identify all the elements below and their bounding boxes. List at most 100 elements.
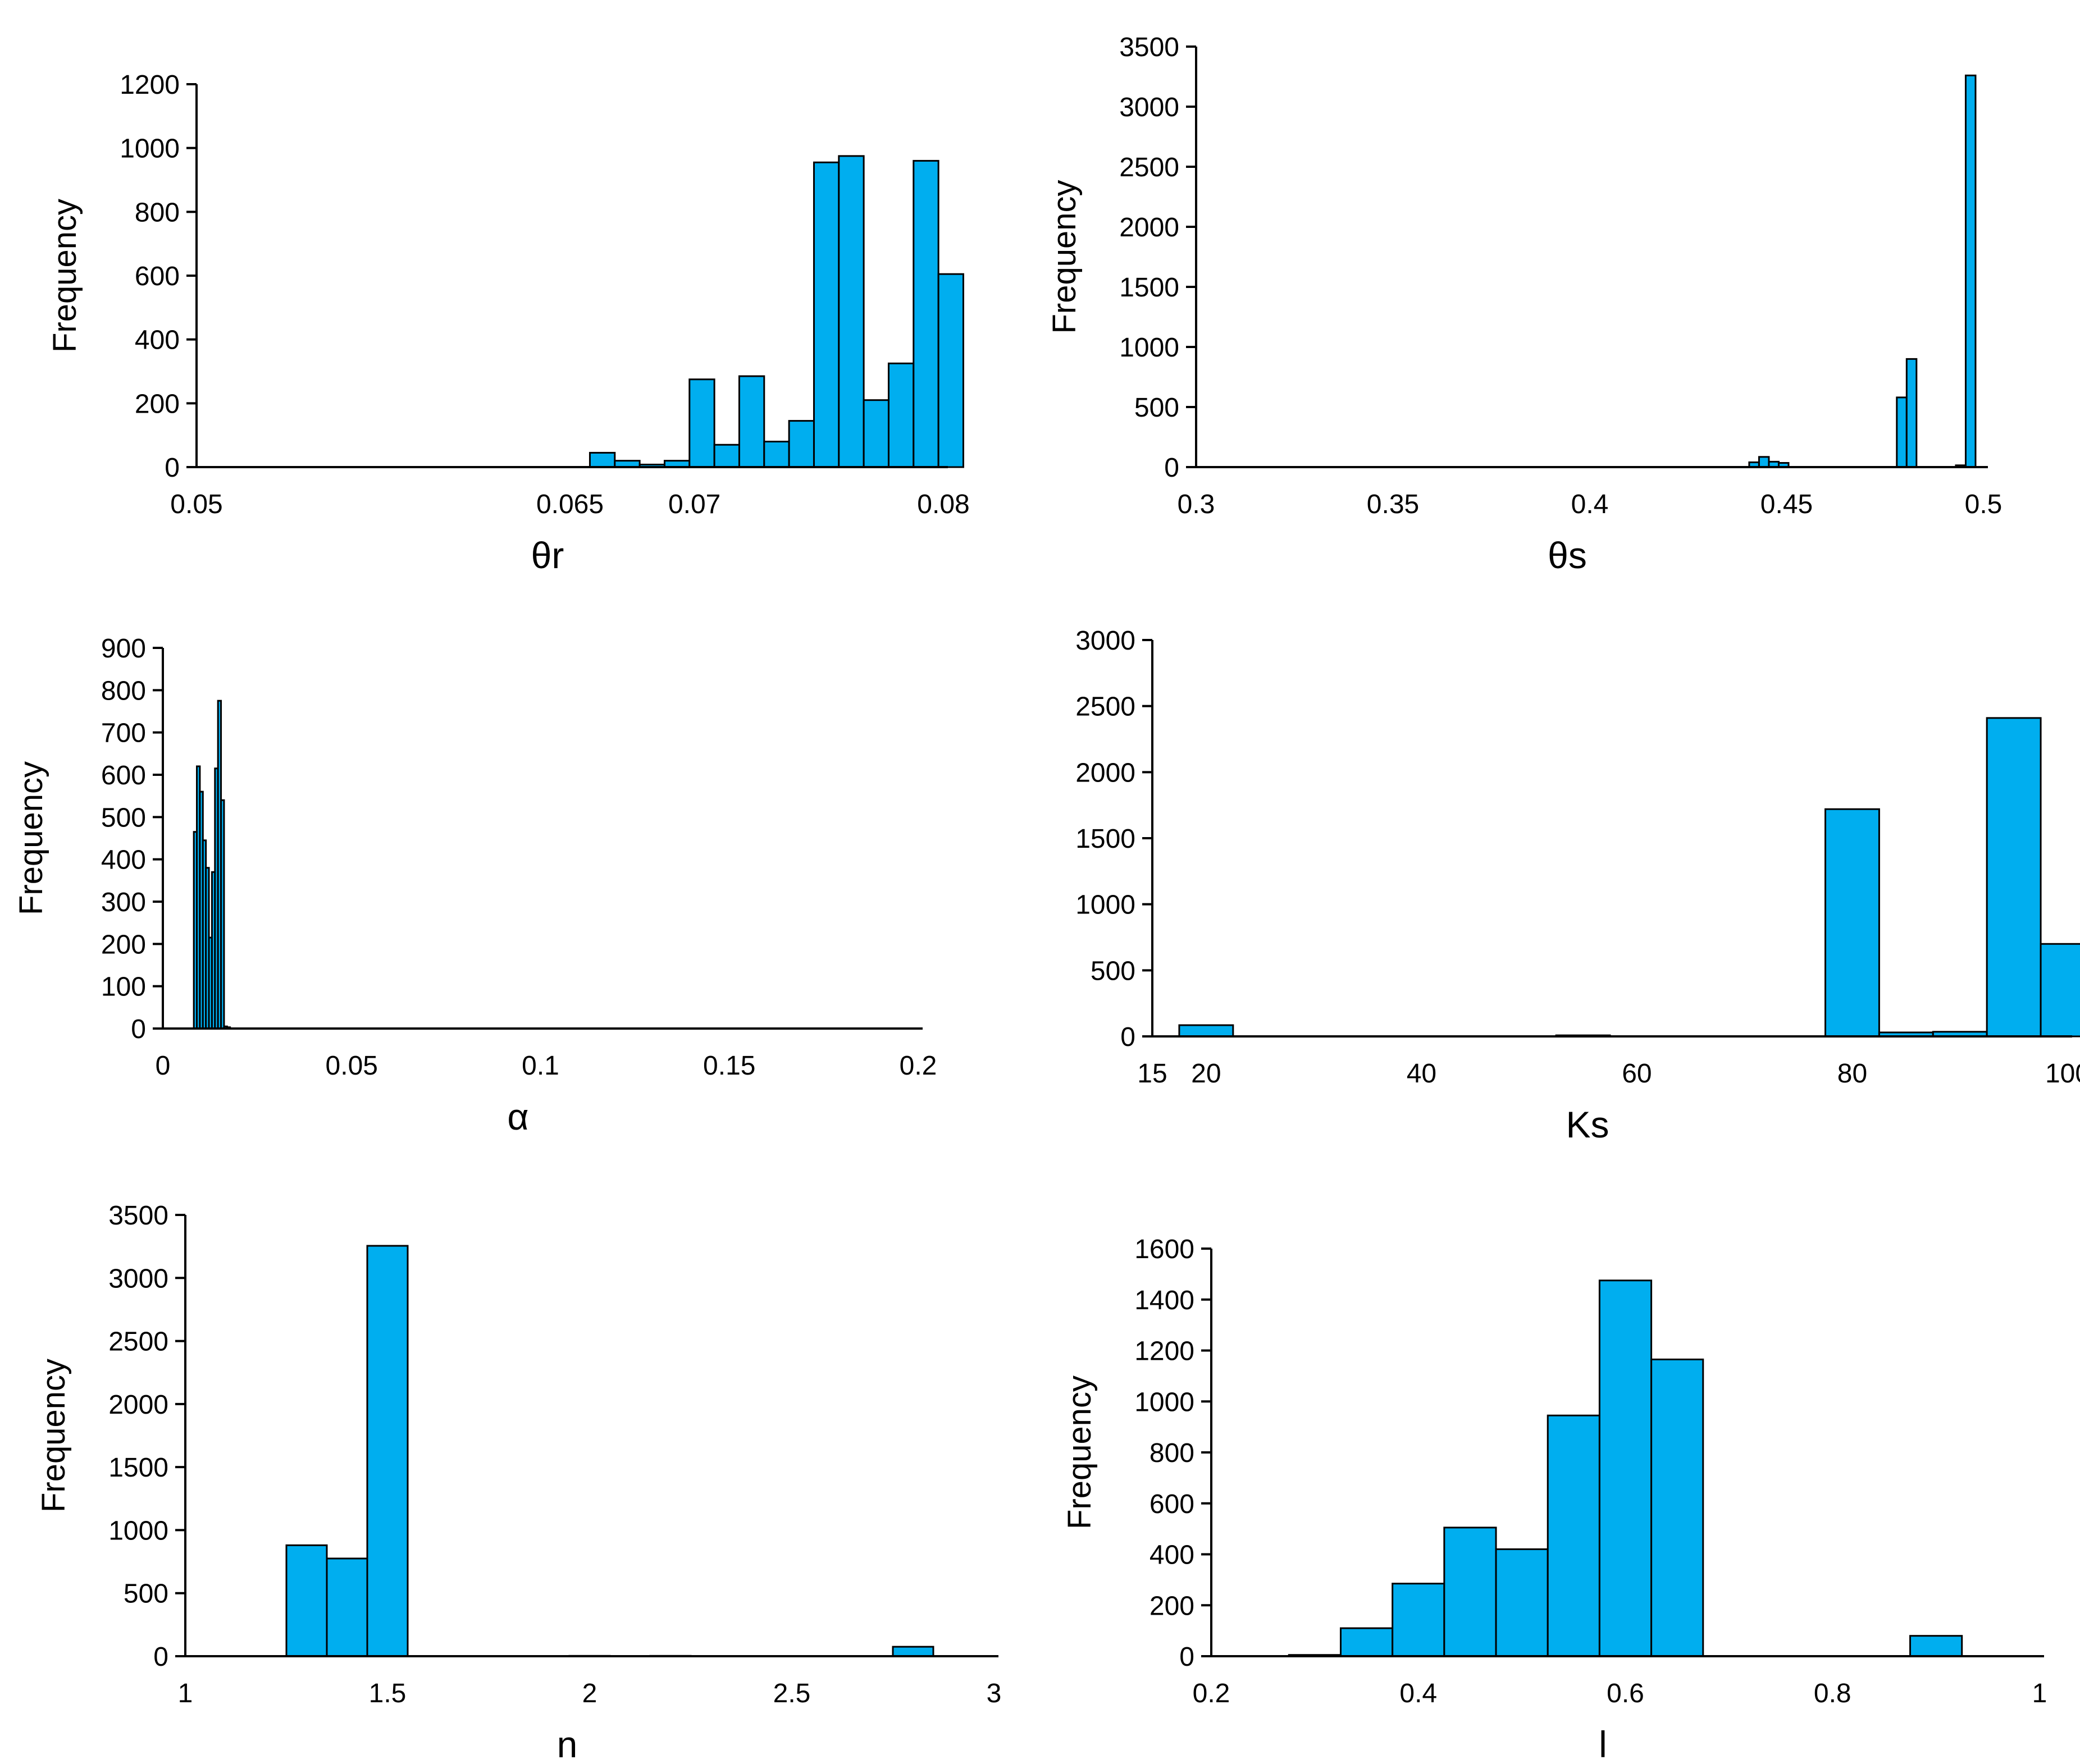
y-axis-label: Frequency [35, 1359, 72, 1512]
y-tick-label: 1200 [120, 70, 180, 100]
x-tick-label: 100 [2045, 1059, 2080, 1089]
y-tick-label: 2000 [108, 1390, 168, 1420]
x-axis-label: θr [531, 534, 564, 576]
chart-alpha: 0 100 200 300 400 500 600 700 800 900 0 0.05 0.1 0.15… [13, 634, 937, 1137]
y-tick-label: 3000 [108, 1264, 168, 1294]
histogram-bar [1598, 1279, 1653, 1657]
y-tick-label: 500 [1134, 393, 1179, 423]
x-tick-label: 0.065 [536, 490, 604, 519]
chart-l: 0 200 400 600 800 1000 1200 1400 1600 0.2 0.4 0.6 0.… [1061, 1235, 2047, 1764]
histogram-bar [1339, 1627, 1394, 1657]
y-tick-label: 1000 [1119, 333, 1179, 363]
histogram-bar [1986, 717, 2042, 1038]
chart-ks: 0500100015002000250030001520406080100KsF… [1075, 626, 2080, 1145]
x-tick-label: 1 [178, 1679, 193, 1708]
y-tick-label: 3500 [108, 1201, 168, 1231]
y-axis-label: Frequency [1046, 180, 1083, 333]
x-tick-label: 80 [1837, 1059, 1867, 1089]
y-tick-label: 800 [1150, 1438, 1194, 1468]
histogram-bar [838, 155, 865, 468]
y-tick-label: 1000 [1075, 890, 1135, 920]
histogram-bar [738, 375, 765, 468]
y-tick-label: 400 [1150, 1541, 1194, 1570]
x-tick-label: 0.4 [1571, 490, 1609, 519]
histogram-bar [1909, 1635, 1963, 1657]
y-tick-label: 700 [101, 719, 146, 748]
histogram-bar [887, 362, 915, 468]
y-tick-label: 0 [1120, 1022, 1135, 1052]
y-tick-label: 1000 [120, 134, 180, 164]
x-tick-label: 0.45 [1760, 490, 1813, 519]
x-tick-label: 15 [1137, 1059, 1167, 1089]
x-tick-label: 0 [156, 1051, 171, 1081]
y-tick-label: 1600 [1134, 1235, 1194, 1264]
histogram-bar [763, 441, 790, 468]
y-tick-label: 300 [101, 888, 146, 917]
x-tick-label: 0.2 [1193, 1679, 1230, 1708]
x-tick-label: 60 [1622, 1059, 1652, 1089]
histogram-bar [813, 161, 840, 468]
x-tick-label: 0.1 [522, 1051, 559, 1081]
y-tick-label: 2500 [1075, 692, 1135, 722]
y-tick-label: 400 [101, 846, 146, 875]
x-tick-label: 0.05 [170, 490, 222, 519]
histogram-bar [285, 1544, 328, 1657]
histogram-bar [788, 420, 815, 468]
y-tick-label: 2500 [1119, 153, 1179, 182]
x-tick-label: 0.15 [703, 1051, 755, 1081]
histogram-bar [1905, 358, 1918, 468]
y-tick-label: 1500 [1075, 824, 1135, 854]
y-tick-label: 600 [101, 761, 146, 790]
histogram-bar [688, 378, 715, 468]
y-tick-label: 2000 [1119, 213, 1179, 243]
y-tick-label: 800 [135, 198, 180, 227]
x-tick-label: 3 [987, 1679, 1002, 1708]
histogram-bar [2040, 943, 2080, 1038]
chart-theta-s: 0 500 1000 1500 2000 2500 3000 3500 0.3 0.35 0.4 0.… [1046, 33, 2003, 576]
histogram-bar [713, 444, 740, 468]
y-tick-label: 500 [101, 803, 146, 833]
x-tick-label: 0.4 [1399, 1679, 1437, 1708]
x-tick-label: 0.35 [1367, 490, 1419, 519]
histogram-bar [937, 273, 964, 468]
y-tick-label: 500 [124, 1579, 168, 1609]
y-tick-label: 600 [135, 262, 180, 291]
y-tick-label: 1400 [1134, 1286, 1194, 1315]
y-tick-label: 500 [1091, 956, 1135, 986]
y-tick-label: 1500 [108, 1453, 168, 1483]
y-tick-label: 1000 [108, 1516, 168, 1546]
y-tick-label: 3000 [1119, 93, 1179, 122]
x-tick-label: 0.07 [668, 490, 720, 519]
y-tick-label: 200 [1150, 1591, 1194, 1621]
y-tick-label: 100 [101, 972, 146, 1002]
chart-n: 0 500 1000 1500 2000 2500 3000 3500 1 1.5 2 2.5 3 n Fr… [35, 1201, 1002, 1764]
x-axis-label: θs [1548, 534, 1587, 576]
histogram-bar [1758, 456, 1770, 468]
y-tick-label: 3500 [1119, 33, 1179, 62]
y-tick-label: 1200 [1134, 1337, 1194, 1367]
x-tick-label: 2 [582, 1679, 597, 1708]
histogram-bar [366, 1245, 409, 1657]
y-tick-label: 2000 [1075, 758, 1135, 788]
x-tick-label: 0.8 [1814, 1679, 1851, 1708]
y-tick-label: 0 [165, 453, 180, 483]
x-axis-label: Ks [1566, 1104, 1609, 1145]
x-tick-label: 0.5 [1965, 490, 2003, 519]
y-tick-label: 800 [101, 676, 146, 706]
histogram-bar [913, 159, 939, 468]
chart-theta-r: 0 200 400 600 800 1000 1200 0.05 0.065 0.07 0.08 θr… [47, 70, 970, 576]
y-tick-label: 400 [135, 326, 180, 355]
x-tick-label: 0.08 [917, 490, 969, 519]
histogram-bar [1964, 74, 1977, 468]
x-tick-label: 20 [1191, 1059, 1221, 1089]
y-axis-label: Frequency [1061, 1375, 1098, 1529]
y-tick-label: 0 [1179, 1642, 1194, 1672]
x-tick-label: 40 [1407, 1059, 1436, 1089]
y-tick-label: 0 [131, 1014, 146, 1044]
x-tick-label: 0.05 [326, 1051, 378, 1081]
histogram-bar [589, 451, 616, 468]
y-tick-label: 1500 [1119, 273, 1179, 303]
y-tick-label: 2500 [108, 1327, 168, 1357]
histogram-bar [326, 1557, 368, 1657]
histogram-bar [1443, 1527, 1497, 1657]
